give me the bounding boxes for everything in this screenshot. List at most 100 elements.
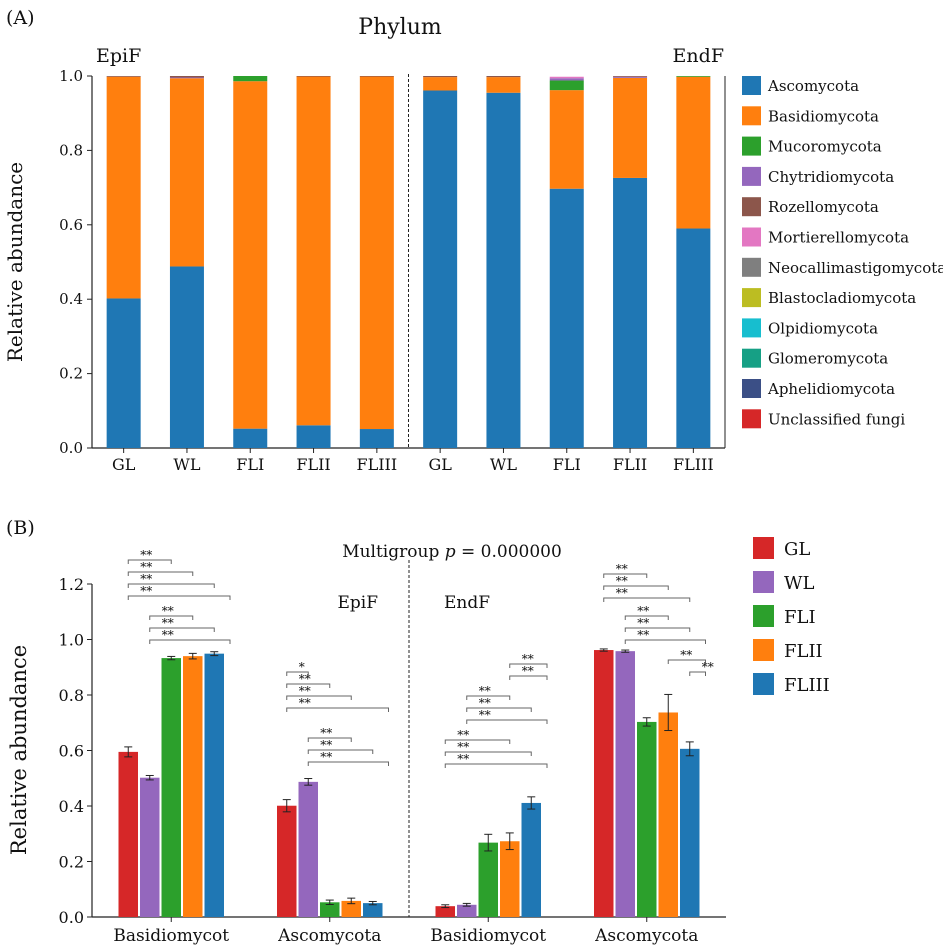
significance-label: * xyxy=(299,660,305,674)
panel-a-legend-swatch xyxy=(742,257,761,277)
significance-bracket xyxy=(466,707,532,712)
significance-label: ** xyxy=(616,562,628,576)
panel-a-legend-label: Unclassified fungi xyxy=(768,410,905,428)
stacked-bar-segment xyxy=(423,90,458,449)
panel-b-legend-label: WL xyxy=(784,573,815,594)
panel-a-legend-swatch xyxy=(742,409,761,429)
stacked-bar-segment xyxy=(423,76,458,78)
significance-bracket xyxy=(509,663,548,668)
panel-b-title-text: Multigroup xyxy=(342,542,439,562)
panel-b-ylabel: Relative abundance xyxy=(7,645,31,855)
panel-b-ytick-label: 1.2 xyxy=(59,575,84,594)
panel-a-ytick-label: 0.0 xyxy=(59,439,83,457)
panel-a-legend-swatch xyxy=(742,227,761,247)
panel-b-title: Multigroup p = 0.000000 xyxy=(342,542,562,562)
significance-label: ** xyxy=(299,684,311,698)
panel-a-xtick-label: GL xyxy=(428,455,452,474)
grouped-bar xyxy=(118,751,138,917)
panel-a-legend-label: Olpidiomycota xyxy=(768,319,878,337)
significance-label: ** xyxy=(457,752,469,766)
grouped-bar xyxy=(500,841,520,917)
significance-label: ** xyxy=(479,696,491,710)
panel-a-ylabel: Relative abundance xyxy=(3,162,27,362)
panel-a-legend-label: Aphelidiomycota xyxy=(767,380,895,398)
panel-b-legend-label: GL xyxy=(784,539,810,560)
panel-a-legend-label: Blastocladiomycota xyxy=(768,289,916,307)
significance-label: ** xyxy=(140,548,152,562)
panel-b-title-p: p xyxy=(445,542,456,562)
stacked-bar-segment xyxy=(296,76,331,77)
panel-a-xtick-label: GL xyxy=(112,455,136,474)
panel-a-group-label: EpiF xyxy=(96,45,141,67)
panel-b-legend-swatch xyxy=(753,673,774,695)
grouped-bar xyxy=(615,651,635,917)
stacked-bar-segment xyxy=(549,90,584,189)
panel-b-legend-label: FLII xyxy=(784,641,823,662)
stacked-bar-segment xyxy=(169,76,204,78)
stacked-bar-segment xyxy=(549,80,584,91)
significance-label: ** xyxy=(320,738,332,752)
significance-bracket xyxy=(127,595,231,600)
panel-a-group-label: EndF xyxy=(673,45,724,67)
panel-a-legend-swatch xyxy=(742,136,761,156)
panel-b-xtick-label: Ascomycota xyxy=(277,926,381,946)
grouped-bar xyxy=(457,904,477,917)
panel-a-xtick-label: FLII xyxy=(613,455,647,474)
panel-a-legend-label: Chytridiomycota xyxy=(768,168,894,186)
stacked-bar-segment xyxy=(549,188,584,448)
grouped-bar xyxy=(521,802,541,917)
stacked-bar-segment xyxy=(233,428,268,448)
stacked-bar-segment xyxy=(169,78,204,267)
significance-label: ** xyxy=(479,684,491,698)
grouped-bar xyxy=(161,658,181,917)
grouped-bar xyxy=(637,721,657,917)
stacked-bar-segment xyxy=(296,76,331,426)
grouped-bar xyxy=(363,903,383,917)
stacked-bar-segment xyxy=(106,76,141,299)
panel-a-xtick-label: FLIII xyxy=(673,455,714,474)
panel-a-xtick-label: WL xyxy=(490,455,517,474)
stacked-bar-segment xyxy=(613,76,648,77)
stacked-bar-segment xyxy=(169,77,204,79)
panel-b-legend-swatch xyxy=(753,639,774,661)
significance-label: ** xyxy=(680,648,692,662)
grouped-bar xyxy=(435,906,455,917)
significance-bracket xyxy=(286,671,309,676)
grouped-bar xyxy=(658,712,678,917)
significance-label: ** xyxy=(140,584,152,598)
panel-a-ytick-label: 0.6 xyxy=(59,216,83,234)
stacked-bar-segment xyxy=(549,76,584,79)
panel-b-ytick-label: 0.2 xyxy=(59,853,84,872)
significance-label: ** xyxy=(162,604,174,618)
significance-label: ** xyxy=(320,750,332,764)
stacked-bar-segment xyxy=(106,298,141,448)
significance-bracket xyxy=(603,597,691,602)
significance-bracket xyxy=(689,671,706,676)
grouped-bar xyxy=(341,900,361,917)
significance-bracket xyxy=(307,761,389,766)
stacked-bar-segment xyxy=(233,76,268,82)
panel-a-legend-swatch xyxy=(742,348,761,368)
panel-b-legend-swatch xyxy=(753,605,774,627)
significance-bracket xyxy=(603,573,648,578)
grouped-bar xyxy=(478,842,498,917)
panel-a-legend-swatch xyxy=(742,318,761,338)
panel-b-ytick-label: 1.0 xyxy=(59,631,84,650)
significance-label: ** xyxy=(637,604,649,618)
significance-bracket xyxy=(127,583,215,588)
significance-bracket xyxy=(149,615,194,620)
significance-label: ** xyxy=(457,740,469,754)
significance-label: ** xyxy=(299,672,311,686)
panel-a-xtick-label: FLI xyxy=(553,455,581,474)
significance-bracket xyxy=(466,695,511,700)
grouped-bar xyxy=(204,653,224,917)
panel-b-plot: 0.0 0.2 0.4 0.6 0.8 1.0 1.2 EpiF EndF Basidiomyco… xyxy=(59,537,830,946)
significance-label: ** xyxy=(299,696,311,710)
significance-label: ** xyxy=(616,574,628,588)
panel-b-section-label: EpiF xyxy=(337,593,378,613)
panel-b-xtick-label: Ascomycota xyxy=(594,926,698,946)
panel-a-legend-label: Ascomycota xyxy=(767,77,859,95)
panel-a-legend-swatch xyxy=(742,106,761,126)
significance-label: ** xyxy=(162,628,174,642)
